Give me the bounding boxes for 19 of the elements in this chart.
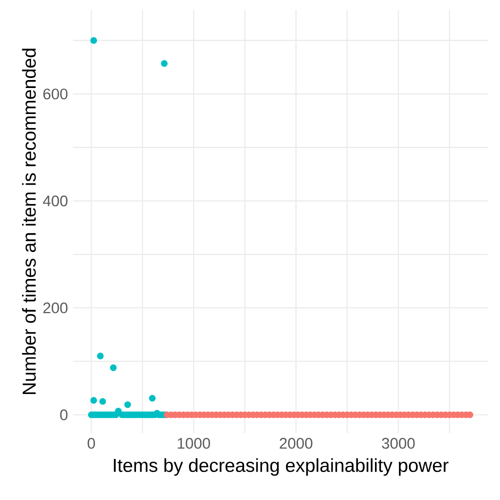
y-axis-title: Number of times an item is recommended (22, 48, 36, 394)
x-tick-label: 0 (88, 438, 95, 449)
y-tick-label: 600 (43, 88, 68, 100)
y-tick-label: 0 (60, 409, 68, 420)
x-tick-label: 1000 (178, 438, 210, 449)
point (110, 364, 117, 372)
point (90, 37, 98, 44)
y-tick-label: 400 (42, 196, 68, 206)
point (160, 60, 168, 67)
y-tick-label: 200 (43, 302, 68, 314)
point (124, 401, 131, 408)
x-tick-label: 2000 (280, 438, 312, 449)
point (96, 352, 104, 360)
point (99, 398, 106, 405)
x-axis-title: Items by decreasing explainability power (114, 458, 448, 476)
point (115, 408, 122, 414)
point (148, 394, 156, 402)
point (90, 397, 98, 404)
x-tick-label: 3000 (382, 438, 415, 449)
